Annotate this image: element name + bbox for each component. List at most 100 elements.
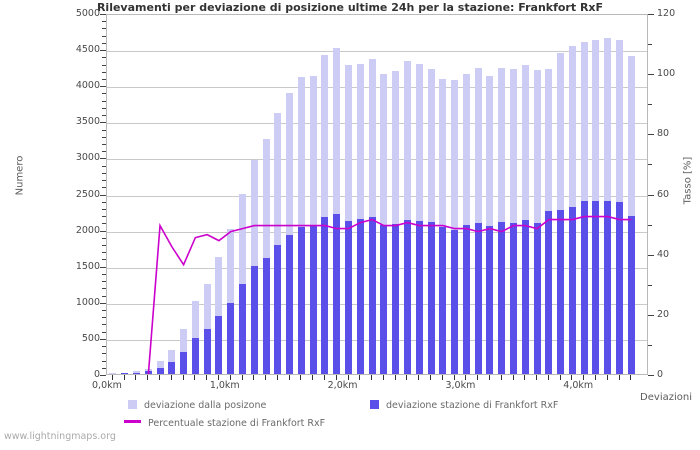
bar-station[interactable] [545,210,553,374]
bar-total[interactable] [521,64,529,374]
gridline [107,51,647,53]
x-axis-tick [265,375,267,380]
bar-station[interactable] [168,362,176,374]
y-axis-tick [100,375,106,376]
bar-station[interactable] [121,373,129,374]
bar-station[interactable] [239,283,246,374]
bar-total[interactable] [191,301,199,374]
y-axis-left-labels: 0 500 1000 1500 2000 2500 3000 3500 4000 4500 5000 [56,0,100,450]
legend-swatch-total [128,400,137,409]
y2-axis-tick-label: 100 [657,68,676,80]
bar-station[interactable] [380,225,388,374]
bar-total[interactable] [486,75,494,374]
legend-item-total[interactable]: deviazione dalla posizone [128,400,266,411]
bar-total[interactable] [203,283,211,374]
bar-station[interactable] [286,234,294,374]
bar-station[interactable] [368,217,376,374]
y-axis-minor-tick [102,216,106,218]
bar-station[interactable] [333,214,341,374]
bar-station[interactable] [203,329,211,374]
bar-station[interactable] [604,201,612,374]
bar-station[interactable] [521,220,529,374]
legend-item-station[interactable]: deviazione stazione di Frankfort RxF [370,400,558,411]
bar-total[interactable] [403,61,411,374]
bar-station[interactable] [451,229,459,374]
bar-station[interactable] [356,218,364,374]
bar-station[interactable] [156,367,164,374]
y-axis-tick [100,194,106,196]
bar-total[interactable] [427,69,435,374]
bar-station[interactable] [321,216,329,374]
bar-total[interactable] [627,56,635,374]
bar-total[interactable] [533,70,541,374]
bar-station[interactable] [250,266,258,374]
bar-total[interactable] [380,74,388,374]
bar-total[interactable] [274,112,282,374]
bar-total[interactable] [498,67,506,374]
bar-station[interactable] [297,226,305,374]
bar-station[interactable] [180,352,188,374]
bar-station[interactable] [274,244,282,374]
y-axis-minor-tick [102,367,106,369]
bar-station[interactable] [580,200,588,374]
x-axis-tick-label: 2,0km [327,380,358,391]
bar-total[interactable] [321,54,329,374]
x-axis-tick [606,375,608,380]
x-axis-tick [241,375,243,380]
bar-total[interactable] [156,361,164,374]
bar-total[interactable] [333,47,341,374]
bar-station[interactable] [486,226,494,374]
x-axis-tick [312,375,314,380]
x-axis-tick [630,375,632,380]
bar-station[interactable] [392,223,400,374]
bar-station[interactable] [427,222,435,374]
bar-total[interactable] [356,63,364,374]
bar-total[interactable] [415,63,423,374]
bar-station[interactable] [132,372,140,374]
y-axis-tick [100,338,106,340]
bar-total[interactable] [392,71,400,374]
bar-total[interactable] [345,64,353,374]
y-axis-minor-tick [102,21,106,23]
bar-station[interactable] [439,227,447,374]
bar-station[interactable] [403,219,411,374]
bar-station[interactable] [415,220,423,374]
bar-station[interactable] [191,337,199,374]
bar-station[interactable] [557,210,565,374]
bar-station[interactable] [309,225,317,374]
bar-total[interactable] [462,74,470,374]
bar-total[interactable] [474,67,482,374]
y2-axis-minor-tick [648,104,652,106]
bar-station[interactable] [262,258,270,374]
bar-station[interactable] [510,223,517,374]
bar-total[interactable] [368,58,376,374]
bar-station[interactable] [616,202,624,374]
bar-station[interactable] [345,220,353,374]
y-axis-minor-tick [102,237,106,239]
bar-station[interactable] [568,206,576,374]
bar-station[interactable] [627,215,635,374]
bar-station[interactable] [227,302,235,374]
y-axis-minor-tick [102,353,106,355]
bar-total[interactable] [168,350,176,374]
bar-total[interactable] [227,228,235,374]
bar-total[interactable] [215,257,223,374]
y-axis-minor-tick [102,273,106,275]
x-axis-tick [559,375,561,380]
bar-total[interactable] [286,93,294,374]
bar-station[interactable] [462,225,470,374]
y2-axis-minor-tick [648,344,652,346]
y-axis-tick-label: 1500 [75,260,100,272]
y-axis-minor-tick [102,172,106,174]
bar-station[interactable] [215,316,223,374]
bar-station[interactable] [592,200,600,374]
bar-station[interactable] [474,223,482,374]
bar-total[interactable] [451,80,459,374]
bar-total[interactable] [510,68,517,374]
bar-total[interactable] [180,329,188,374]
bar-station[interactable] [533,223,541,374]
bar-station[interactable] [498,222,506,374]
x-axis-tick [382,375,384,380]
bar-total[interactable] [262,138,270,374]
legend-item-percentage[interactable]: Percentuale stazione di Frankfort RxF [124,418,325,429]
